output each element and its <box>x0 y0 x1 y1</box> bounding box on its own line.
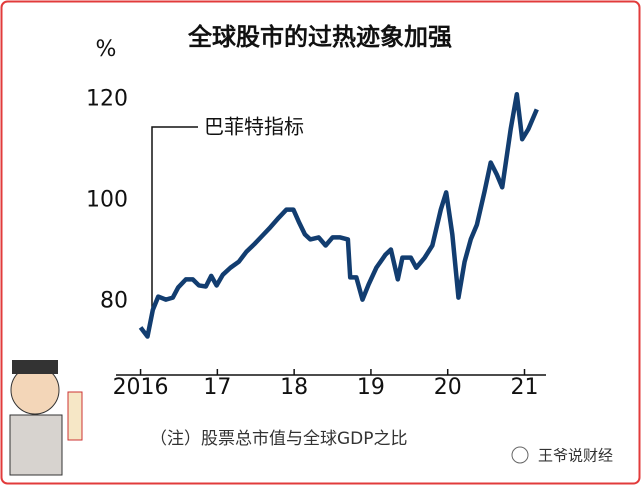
y-unit: % <box>96 37 117 62</box>
x-tick-label: 20 <box>434 375 462 400</box>
x-tick-label: 18 <box>280 375 308 400</box>
chart-title: 全球股市的过热迹象加强 <box>187 23 452 51</box>
x-tick-label: 17 <box>203 375 231 400</box>
y-tick-label: 100 <box>86 187 128 212</box>
x-tick-label: 2016 <box>113 375 169 400</box>
watermark-icon <box>511 446 529 464</box>
y-tick-label: 80 <box>100 289 128 314</box>
x-tick-label: 19 <box>357 375 385 400</box>
y-tick-label: 120 <box>86 86 128 111</box>
watermark: 王爷说财经 <box>538 447 613 465</box>
x-tick-label: 21 <box>511 375 539 400</box>
line-series <box>138 91 539 339</box>
mascot <box>9 360 83 476</box>
note: （注）股票总市值与全球GDP之比 <box>150 429 408 449</box>
annotation: 巴菲特指标 <box>204 115 304 139</box>
annotation-leader <box>151 126 198 310</box>
